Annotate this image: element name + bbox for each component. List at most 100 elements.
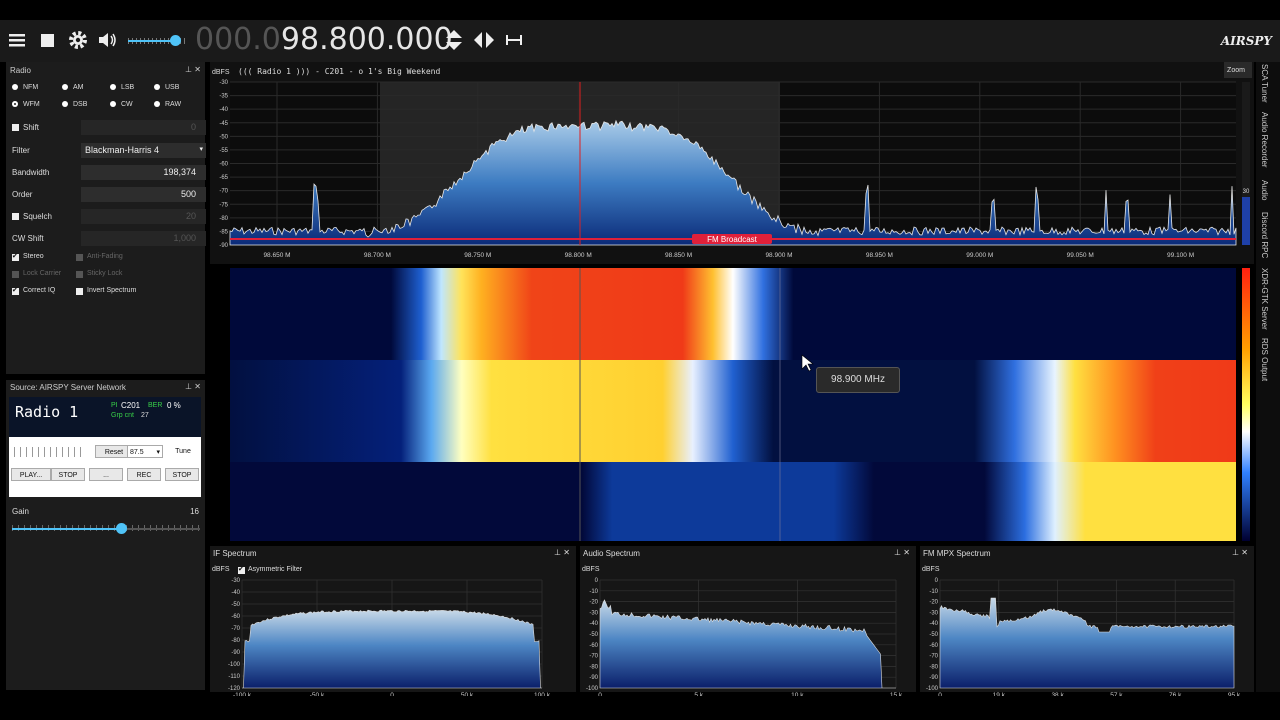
stop-rec-button[interactable]: STOP [165,468,199,481]
frequency-display[interactable]: 000.098.800.000 [195,22,453,57]
volume-slider[interactable] [128,35,188,46]
mode-nfm[interactable]: NFM [12,84,38,91]
asymmetric-filter-checkbox[interactable] [238,565,245,574]
gain-label: Gain [12,507,29,516]
volume-slider-handle[interactable] [170,35,181,46]
tab-audio-recorder[interactable]: Audio Recorder [1260,112,1269,168]
main-spectrum-panel[interactable]: FM Broadcast dBFS ((( Radio 1 ))) - C201… [210,62,1254,264]
more-button[interactable]: ... [89,468,123,481]
correct-iq-checkbox[interactable] [12,286,19,295]
bandwidth-input[interactable]: 198,374 [81,165,206,180]
step-up-down-icon[interactable] [442,28,466,52]
panel-pin-close[interactable]: ⊥ ✕ [554,548,570,557]
range-scrollbar-thumb[interactable] [1242,197,1250,245]
waterfall-color-scale [1242,268,1250,541]
small-ytick: -90 [231,650,240,656]
mode-usb[interactable]: USB [154,84,179,91]
small-ytick: -100 [926,686,939,692]
small-xtick: -100 k [233,692,252,696]
rec-button[interactable]: REC [127,468,161,481]
spectrum-xtick: 98.800 M [565,252,592,259]
audio-spectrum-title: Audio Spectrum [583,549,640,558]
spectrum-ytick: -55 [219,148,228,154]
filter-select[interactable]: Blackman-Harris 4 ▾ [81,143,206,158]
chevron-down-icon: ▾ [199,146,203,153]
step-left-right-icon[interactable] [472,28,496,52]
tune-slider[interactable] [14,447,82,457]
play-button[interactable]: PLAY... [11,468,51,481]
tune-button[interactable]: Tune [169,445,197,458]
small-xtick: 57 k [1110,692,1123,696]
center-tuning-icon[interactable] [502,28,526,52]
frequency-digits[interactable]: 98.800.000 [280,22,453,57]
spectrum-xtick: 98.750 M [464,252,491,259]
squelch-checkbox[interactable] [12,213,19,220]
panel-pin-close[interactable]: ⊥ ✕ [894,548,910,557]
small-ytick: -60 [929,643,938,649]
small-ytick: -40 [929,621,938,627]
mode-lsb[interactable]: LSB [110,84,134,91]
gain-slider-handle[interactable] [116,523,127,534]
gain-slider[interactable] [12,523,200,534]
mode-cw[interactable]: CW [110,101,133,108]
tab-audio[interactable]: Audio [1260,180,1269,201]
panel-pin-close[interactable]: ⊥ ✕ [185,65,201,74]
menu-icon[interactable] [6,28,30,52]
lock-carrier-checkbox[interactable] [12,271,19,278]
panel-pin-close[interactable]: ⊥ ✕ [1232,548,1248,557]
audio-ylabel: dBFS [582,566,600,573]
tab-xdr-gtk-server[interactable]: XDR-GTK Server [1260,268,1269,330]
sticky-lock-checkbox[interactable] [76,271,83,278]
tab-rds-output[interactable]: RDS Output [1260,338,1269,382]
shift-input[interactable]: 0 [81,120,206,135]
mode-label: RAW [165,101,182,108]
small-ytick: -50 [589,632,598,638]
stop-button[interactable]: STOP [51,468,85,481]
squelch-input[interactable]: 20 [81,209,206,224]
waterfall-panel[interactable] [210,268,1254,541]
anti-fading-checkbox[interactable] [76,254,83,261]
order-input[interactable]: 500 [81,187,206,202]
ber-label: BER [148,402,163,409]
waterfall[interactable] [210,268,1254,541]
mode-wfm[interactable]: WFM [12,101,40,108]
waterfall-band-1 [230,268,1236,360]
spectrum-xtick: 99.000 M [966,252,993,259]
mode-label: CW [121,101,133,108]
zoom-button-bg[interactable] [1224,62,1252,78]
if-ylabel: dBFS [212,566,230,573]
small-xtick: 38 k [1051,692,1064,696]
mode-dsb[interactable]: DSB [62,101,87,108]
mode-label: LSB [121,84,135,91]
stop-icon[interactable] [36,28,60,52]
spectrum-chart[interactable]: FM Broadcast dBFS ((( Radio 1 ))) - C201… [210,62,1254,264]
if-spectrum-title: IF Spectrum [213,549,257,558]
mode-am[interactable]: AM [62,84,84,91]
panel-pin-close[interactable]: ⊥ ✕ [185,382,201,391]
spectrum-ytick: -50 [219,134,228,140]
shift-checkbox[interactable] [12,124,19,131]
small-xtick: 76 k [1169,692,1182,696]
volume-icon[interactable] [96,28,120,52]
cw-shift-input[interactable]: 1,000 [81,231,206,246]
small-ytick: -40 [231,590,240,596]
frequency-leading-digits[interactable]: 000.0 [195,22,281,57]
mouse-cursor-icon [801,354,814,372]
small-spectrum-trace [939,597,1235,689]
spectrum-ytick: -75 [219,202,228,208]
sticky-lock-label: Sticky Lock [87,270,123,277]
gear-icon[interactable] [66,28,90,52]
tab-sca-tuner[interactable]: SCA Tuner [1260,64,1269,103]
zoom-label[interactable]: Zoom [1227,67,1245,74]
invert-spectrum-checkbox[interactable] [76,288,83,295]
range-scrollbar[interactable] [1242,82,1250,245]
band-plan-label: FM Broadcast [707,235,758,244]
frequency-select[interactable]: 87.5 ▾ [127,445,163,458]
stereo-checkbox[interactable] [12,252,19,261]
anti-fading-label: Anti-Fading [87,253,123,260]
small-ytick: -70 [929,654,938,660]
tab-discord-rpc[interactable]: Discord RPC [1260,212,1269,259]
mode-raw[interactable]: RAW [154,101,181,108]
mpx-ylabel: dBFS [922,566,940,573]
